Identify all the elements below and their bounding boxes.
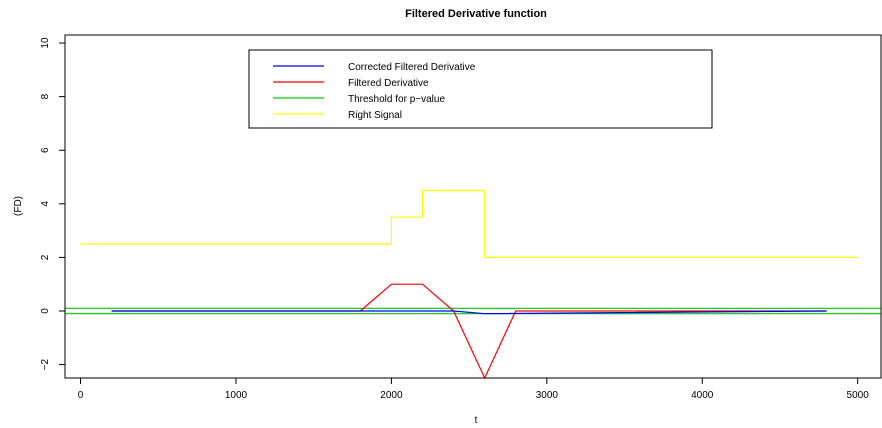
x-tick-label: 4000 bbox=[691, 390, 714, 401]
plot-frame bbox=[64, 34, 882, 379]
legend-label-threshold-for-p-value: Threshold for p−value bbox=[348, 94, 445, 105]
right-signal-line bbox=[80, 189, 858, 258]
chart-title: Filtered Derivative function bbox=[405, 8, 547, 20]
y-axis-label: (FD) bbox=[13, 196, 24, 216]
series-layer bbox=[65, 189, 881, 380]
y-tick-label: 10 bbox=[40, 37, 51, 49]
y-tick-label: 0 bbox=[40, 308, 51, 314]
x-tick-label: 5000 bbox=[847, 390, 870, 401]
x-tick-label: 2000 bbox=[380, 390, 403, 401]
y-tick-label: 8 bbox=[40, 93, 51, 99]
y-tick-label: 4 bbox=[40, 201, 51, 207]
legend-box bbox=[248, 49, 713, 129]
legend-label-filtered-derivative: Filtered Derivative bbox=[348, 78, 429, 89]
y-tick-label: −2 bbox=[40, 358, 51, 370]
x-tick-label: 0 bbox=[78, 390, 84, 401]
corrected-filtered-derivative-line bbox=[111, 310, 827, 315]
x-axis-label: t bbox=[475, 415, 478, 426]
filtered-derivative-line bbox=[111, 283, 827, 380]
x-tick-label: 1000 bbox=[225, 390, 248, 401]
y-tick-label: 6 bbox=[40, 147, 51, 153]
legend-label-corrected-filtered-derivative: Corrected Filtered Derivative bbox=[348, 62, 476, 73]
x-tick-label: 3000 bbox=[536, 390, 559, 401]
y-tick-label: 2 bbox=[40, 254, 51, 260]
legend: Corrected Filtered Derivative Filtered De… bbox=[248, 49, 713, 129]
legend-label-right-signal: Right Signal bbox=[348, 110, 402, 121]
